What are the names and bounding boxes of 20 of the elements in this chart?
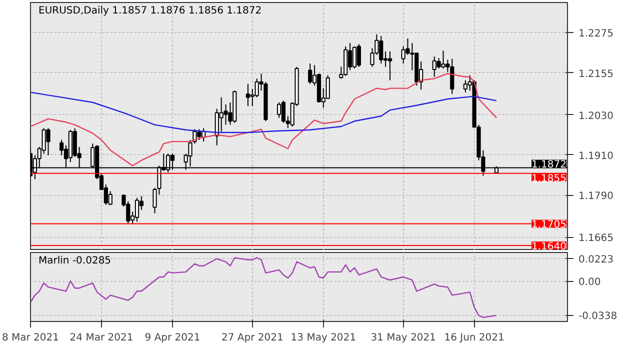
y-tick-label: 1.1910 (578, 150, 614, 162)
y-tick-label: 1.2030 (578, 110, 614, 122)
y-tick-label: 1.1665 (578, 233, 614, 244)
ref-line-label: 1.1872 (532, 160, 567, 171)
y-tick-label: 0.00 (578, 277, 601, 288)
y-tick-label: -0.0338 (578, 311, 618, 322)
y-tick-label: 1.2275 (578, 28, 614, 40)
x-tick-label: 27 Apr 2021 (221, 332, 284, 344)
chart-title: EURUSD,Daily 1.1857 1.1876 1.1856 1.1872 (38, 6, 262, 16)
x-tick-label: 9 Apr 2021 (144, 332, 200, 344)
ref-line-label: 1.1705 (532, 220, 567, 231)
x-tick-label: 24 Mar 2021 (70, 332, 134, 344)
y-tick-label: 1.2155 (578, 68, 614, 80)
y-tick-label: 0.0223 (578, 254, 614, 266)
x-tick-label: 16 Jun 2021 (444, 332, 504, 344)
x-tick-label: 31 May 2021 (370, 332, 436, 344)
y-tick-label: 1.1790 (578, 191, 614, 202)
x-tick-label: 13 May 2021 (290, 332, 356, 344)
x-tick-label: 8 Mar 2021 (2, 332, 60, 344)
chart-title: Marlin -0.0285 (38, 256, 112, 266)
